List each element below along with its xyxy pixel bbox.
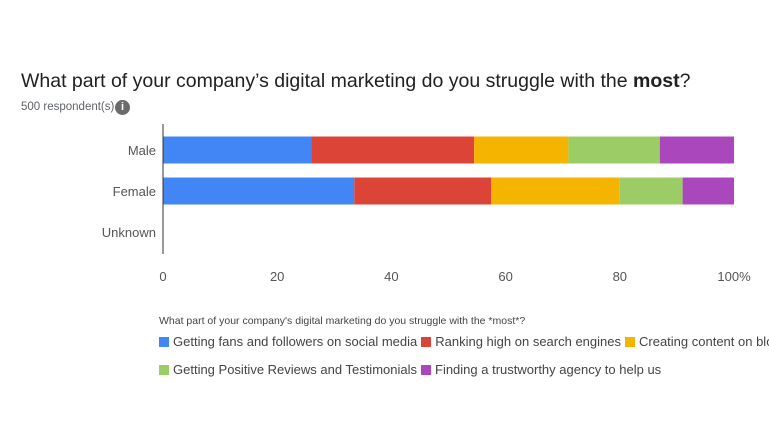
bar-male-series-3 bbox=[568, 136, 660, 164]
respondent-count: 500 respondent(s) bbox=[21, 101, 115, 113]
legend-swatch bbox=[159, 364, 169, 375]
legend-swatch bbox=[421, 336, 432, 347]
legend-swatch bbox=[159, 336, 169, 347]
info-icon[interactable]: i bbox=[115, 100, 130, 115]
chart-title-prefix: What part of your company’s digital mark… bbox=[21, 70, 634, 92]
category-label: Unknown bbox=[102, 225, 156, 240]
legend-item: Getting Positive Reviews and Testimonial… bbox=[159, 362, 417, 377]
legend-item: Creating content on blog bbox=[625, 334, 769, 349]
bar-female-series-0 bbox=[163, 177, 355, 205]
x-tick-label: 0 bbox=[159, 269, 166, 284]
legend-swatch bbox=[421, 364, 431, 375]
legend-label: Creating content on blog bbox=[639, 334, 769, 349]
x-tick-label: 60 bbox=[498, 269, 512, 284]
legend-title: What part of your company's digital mark… bbox=[159, 315, 526, 327]
legend-item: Getting fans and followers on social med… bbox=[159, 334, 417, 349]
x-tick-label: 80 bbox=[613, 269, 627, 284]
x-tick-label: 100% bbox=[717, 269, 751, 284]
x-tick-label: 40 bbox=[384, 269, 398, 284]
legend-label: Getting fans and followers on social med… bbox=[173, 334, 418, 349]
bar-female-series-1 bbox=[354, 177, 492, 205]
legend-swatch bbox=[625, 336, 635, 347]
x-tick-label: 20 bbox=[270, 269, 284, 284]
bar-female-series-3 bbox=[619, 177, 683, 205]
chart-title-bold: most bbox=[633, 70, 680, 92]
chart-title: What part of your company’s digital mark… bbox=[21, 70, 691, 93]
legend-label: Getting Positive Reviews and Testimonial… bbox=[173, 362, 417, 377]
category-label: Female bbox=[113, 184, 156, 199]
bar-male-series-2 bbox=[474, 136, 569, 164]
legend-item: Ranking high on search engines bbox=[421, 334, 621, 349]
category-label: Male bbox=[128, 143, 156, 158]
bar-female-series-4 bbox=[682, 177, 734, 205]
legend-row: Getting fans and followers on social med… bbox=[159, 334, 769, 350]
legend-label: Finding a trustworthy agency to help us bbox=[435, 362, 662, 377]
bar-male-series-0 bbox=[163, 136, 312, 164]
bar-male-series-4 bbox=[659, 136, 734, 164]
legend-item: Finding a trustworthy agency to help us bbox=[421, 362, 661, 377]
legend-row: Getting Positive Reviews and Testimonial… bbox=[159, 362, 665, 378]
bar-female-series-2 bbox=[491, 177, 620, 205]
bar-male-series-1 bbox=[311, 136, 475, 164]
chart-title-suffix: ? bbox=[679, 70, 691, 92]
legend-label: Ranking high on search engines bbox=[435, 334, 621, 349]
